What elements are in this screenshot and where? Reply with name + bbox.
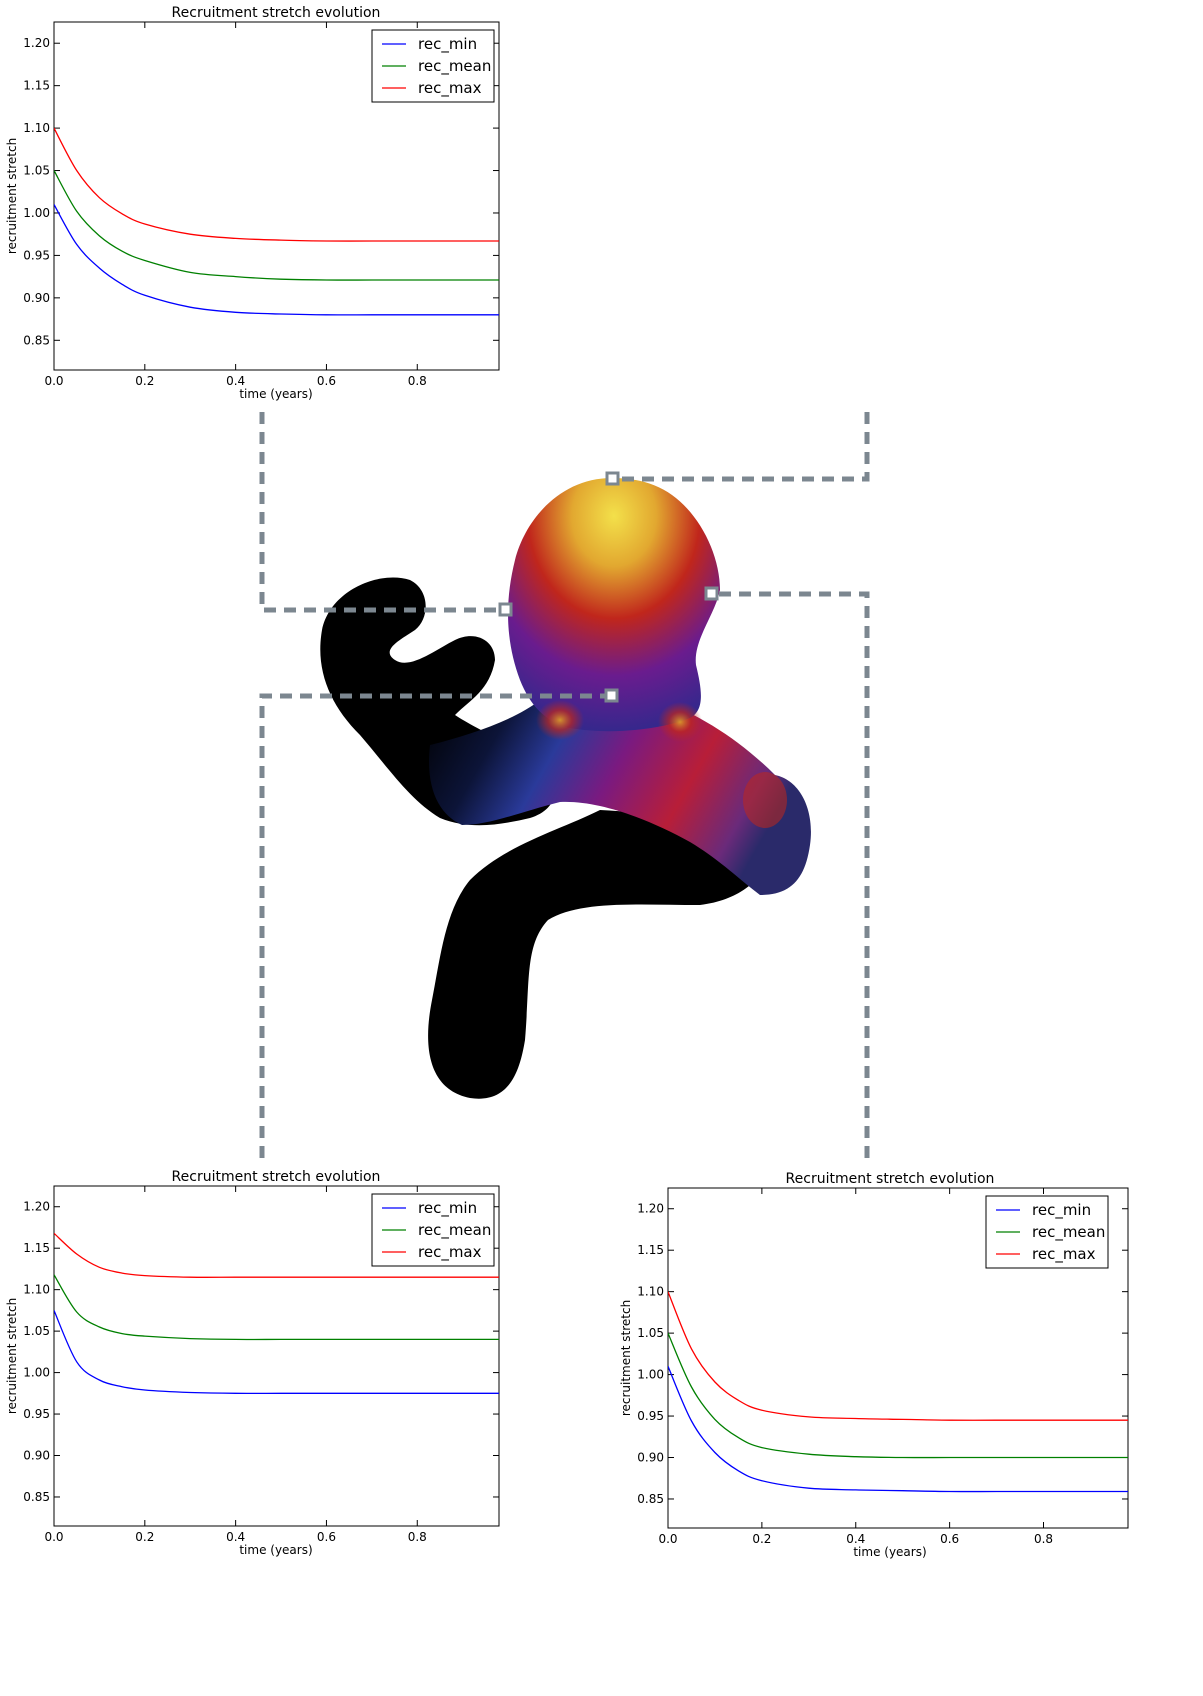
probe-marker-4: [604, 688, 619, 703]
x-tick-label: 0.2: [135, 374, 154, 388]
y-tick-label: 0.85: [637, 1492, 664, 1506]
y-axis-label: recruitment stretch: [619, 1300, 633, 1416]
x-axis-label: time (years): [853, 1545, 926, 1559]
y-tick-label: 0.95: [23, 1407, 50, 1421]
connector-bottom-left: [259, 693, 612, 1158]
hotspot-right: [658, 702, 702, 742]
legend-label: rec_mean: [418, 1221, 491, 1240]
x-tick-label: 0.6: [317, 1530, 336, 1544]
legend-label: rec_max: [418, 79, 482, 98]
x-tick-label: 0.6: [317, 374, 336, 388]
y-tick-label: 1.10: [23, 1283, 50, 1297]
series-line-rec-max: [54, 127, 499, 242]
chart-top-right: Recruitment stretch evolution0.850.900.9…: [614, 0, 1203, 410]
aneurysm-model: [259, 412, 870, 1158]
probe-marker-2: [498, 602, 513, 617]
y-axis-label: recruitment stretch: [5, 1298, 19, 1414]
x-tick-label: 0.4: [226, 1530, 245, 1544]
x-tick-label: 0.2: [135, 1530, 154, 1544]
x-tick-label: 0.0: [44, 374, 63, 388]
connector-top-right: [612, 412, 870, 482]
y-tick-label: 1.15: [23, 79, 50, 93]
series-line-rec-mean: [54, 1274, 499, 1341]
x-tick-label: 0.0: [658, 1532, 677, 1546]
x-tick-label: 0.4: [226, 374, 245, 388]
chart-title: Recruitment stretch evolution: [172, 1169, 381, 1185]
legend-label: rec_max: [418, 1243, 482, 1262]
y-tick-label: 0.95: [23, 248, 50, 262]
series-line-rec-max: [668, 1291, 1128, 1421]
y-tick-label: 0.85: [23, 333, 50, 347]
series-line-rec-min: [54, 204, 499, 316]
x-axis-label: time (years): [239, 387, 312, 401]
y-tick-label: 0.90: [23, 1449, 50, 1463]
parent-vessel: [428, 810, 770, 1099]
y-tick-label: 1.10: [23, 121, 50, 135]
connector-top-left: [259, 412, 506, 613]
chart-bottom-right: Recruitment stretch evolution 0.85 0.90 0.9…: [619, 1171, 1129, 1559]
series-line-rec-min: [668, 1366, 1128, 1493]
y-tick-label: 1.20: [23, 1200, 50, 1214]
x-tick-label: 0.4: [846, 1532, 865, 1546]
y-tick-label: 1.00: [637, 1368, 664, 1382]
y-tick-label: 1.20: [637, 1202, 664, 1216]
chart-title: Recruitment stretch evolution: [172, 5, 381, 21]
legend-label: rec_min: [418, 35, 477, 54]
probe-marker-1: [605, 471, 620, 486]
legend-label: rec_mean: [418, 57, 491, 76]
y-tick-label: 0.90: [23, 291, 50, 305]
chart-bottom-left: Recruitment stretch evolution 0.85 0.90 0.9…: [5, 1169, 500, 1557]
probe-marker-3: [704, 586, 719, 601]
x-tick-label: 0.6: [940, 1532, 959, 1546]
y-tick-label: 1.00: [23, 206, 50, 220]
probe-markers: [498, 471, 719, 703]
y-tick-label: 1.00: [23, 1366, 50, 1380]
y-tick-label: 0.85: [23, 1490, 50, 1504]
y-tick-label: 1.15: [637, 1243, 664, 1257]
series-line-rec-mean: [668, 1332, 1128, 1459]
y-tick-label: 1.10: [637, 1285, 664, 1299]
x-tick-label: 0.8: [1034, 1532, 1053, 1546]
series-line-rec-mean: [54, 170, 499, 281]
connector-bottom-right: [712, 591, 870, 1158]
series-line-rec-max: [54, 1232, 499, 1278]
connector-lines: [259, 412, 870, 1158]
x-tick-label: 0.8: [408, 374, 427, 388]
y-tick-label: 0.95: [637, 1409, 664, 1423]
legend-label: rec_min: [1032, 1201, 1091, 1220]
y-axis-label: recruitment stretch: [5, 138, 19, 254]
series-line-rec-min: [54, 1310, 499, 1395]
aneurysm-dome: [508, 478, 720, 732]
x-tick-label: 0.2: [752, 1532, 771, 1546]
y-tick-label: 1.05: [637, 1326, 664, 1340]
y-tick-label: 1.05: [23, 164, 50, 178]
x-axis-label: time (years): [239, 1543, 312, 1557]
legend-label: rec_mean: [1032, 1223, 1105, 1242]
chart-title: Recruitment stretch evolution: [786, 1171, 995, 1187]
y-tick-label: 1.20: [23, 36, 50, 50]
aneurysm-body: [429, 692, 811, 895]
x-tick-label: 0.8: [408, 1530, 427, 1544]
y-tick-label: 1.15: [23, 1241, 50, 1255]
y-tick-label: 0.90: [637, 1451, 664, 1465]
legend-label: rec_max: [1032, 1245, 1096, 1264]
hotspot-branch: [743, 772, 787, 828]
x-tick-label: 0.0: [44, 1530, 63, 1544]
chart-top-left: Recruitment stretch evolution 0.85 0.90 0.9…: [5, 5, 500, 401]
y-tick-label: 1.05: [23, 1324, 50, 1338]
hotspot-left: [536, 700, 584, 740]
legend-label: rec_min: [418, 1199, 477, 1218]
